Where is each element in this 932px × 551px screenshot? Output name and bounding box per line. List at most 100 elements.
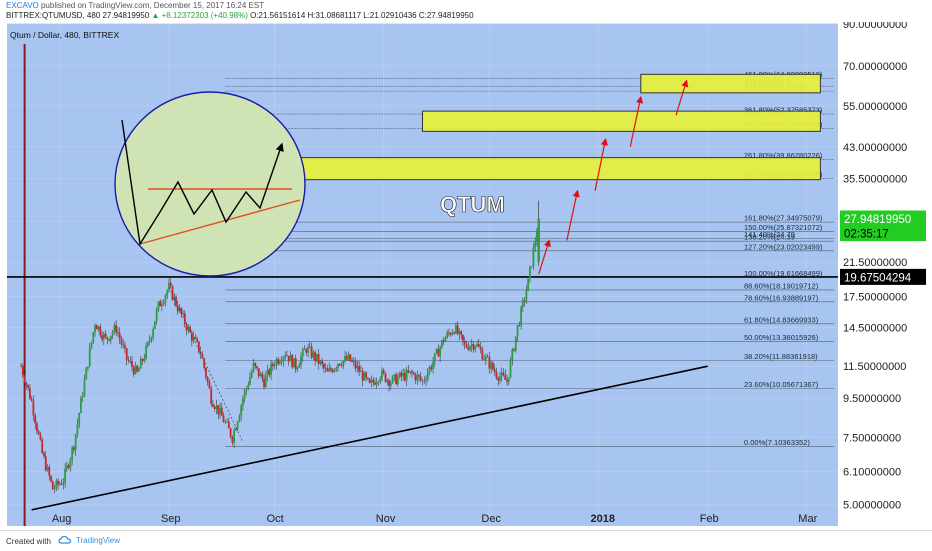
candle-body bbox=[370, 380, 373, 383]
candle-body bbox=[226, 421, 228, 423]
candle-body bbox=[164, 295, 167, 303]
candle-body bbox=[39, 434, 42, 440]
candle-body bbox=[345, 356, 348, 360]
candle-body bbox=[493, 369, 496, 373]
candle-body bbox=[365, 372, 368, 378]
candle-body bbox=[462, 334, 464, 341]
candle-body bbox=[60, 483, 63, 485]
candle-body bbox=[266, 369, 269, 376]
candle-body bbox=[298, 365, 301, 368]
candle-body bbox=[381, 370, 383, 379]
candle-body bbox=[428, 366, 431, 373]
candle-body bbox=[530, 266, 533, 268]
candle-body bbox=[337, 363, 339, 368]
candle-body bbox=[481, 349, 484, 360]
candle-body bbox=[166, 290, 169, 296]
candle-body bbox=[534, 241, 537, 248]
candle-body bbox=[389, 383, 392, 386]
y-tick-label: 5.00000000 bbox=[843, 500, 901, 512]
candle-body bbox=[254, 362, 257, 367]
fib-level-label: 38.20%(11.88361918) bbox=[744, 352, 818, 361]
candle-body bbox=[291, 355, 294, 368]
candle-body bbox=[275, 359, 278, 366]
candle-body bbox=[146, 342, 149, 346]
candle-body bbox=[87, 366, 89, 368]
candle-body bbox=[511, 349, 514, 361]
candle-body bbox=[220, 407, 223, 416]
created-with-label: Created with bbox=[6, 537, 51, 546]
candle-body bbox=[55, 480, 58, 489]
candle-body bbox=[148, 340, 151, 343]
candle-body bbox=[453, 332, 456, 334]
fib-level-label: 0.00%(7.10363352) bbox=[744, 438, 810, 447]
candle-body bbox=[507, 377, 510, 382]
projection-arrow bbox=[594, 138, 608, 191]
candle-body bbox=[263, 378, 265, 388]
candle-body bbox=[58, 483, 61, 485]
candle-body bbox=[159, 301, 162, 307]
candle-body bbox=[458, 331, 461, 334]
candle-body bbox=[88, 347, 91, 367]
candle-body bbox=[430, 366, 433, 370]
tradingview-brand: TradingView bbox=[76, 535, 121, 545]
pattern-dotted-line bbox=[168, 286, 244, 442]
candle-body bbox=[141, 359, 144, 362]
candle-body bbox=[333, 368, 336, 372]
candle-body bbox=[294, 358, 297, 370]
candle-body bbox=[324, 368, 327, 369]
y-tick-label: 17.50000000 bbox=[843, 291, 907, 303]
candle-body bbox=[349, 354, 352, 362]
tradingview-logo[interactable]: TradingView bbox=[58, 533, 120, 547]
candle-body bbox=[108, 339, 111, 341]
candle-body bbox=[479, 346, 482, 350]
candle-body bbox=[271, 363, 274, 367]
footer-bar: Created with TradingView bbox=[0, 530, 932, 551]
candle-body bbox=[73, 447, 75, 450]
plot-background bbox=[7, 24, 838, 526]
candle-body bbox=[169, 282, 172, 287]
candle-body bbox=[215, 405, 218, 410]
candle-body bbox=[81, 395, 84, 398]
candle-body bbox=[85, 367, 88, 380]
y-tick-label: 35.50000000 bbox=[843, 174, 907, 186]
candle-body bbox=[99, 326, 102, 336]
candle-body bbox=[83, 379, 86, 396]
ticker-line: BITTREX:QTUMUSD, 480 27.94819950 ▲ +8.12… bbox=[6, 11, 474, 21]
candle-body bbox=[377, 381, 380, 383]
candle-body bbox=[293, 358, 295, 368]
candle-body bbox=[247, 384, 250, 388]
fib-level-label: 150.00%(25.87321072) bbox=[744, 223, 823, 232]
candle-body bbox=[102, 333, 105, 340]
candle-body bbox=[361, 370, 364, 381]
candle-body bbox=[286, 355, 288, 357]
fib-level-label: 261.80%(39.86280226) bbox=[744, 151, 823, 160]
candle-body bbox=[157, 301, 160, 310]
candle-body bbox=[411, 371, 413, 373]
candle-body bbox=[317, 353, 320, 364]
candle-body bbox=[124, 345, 126, 349]
price-chart[interactable]: 0.00%(7.10363352) 23.60%(10.05671367) 38.2… bbox=[0, 22, 932, 530]
candle-body bbox=[474, 346, 477, 350]
candle-body bbox=[400, 372, 403, 377]
candle-body bbox=[433, 353, 436, 363]
candle-body bbox=[270, 363, 272, 375]
author-link[interactable]: EXCAVO bbox=[6, 1, 39, 10]
candle-body bbox=[465, 343, 468, 348]
projection-arrow bbox=[675, 79, 689, 116]
candle-body bbox=[71, 447, 74, 460]
fib-level-label: 50.00%(13.36015926) bbox=[744, 333, 819, 342]
candle-body bbox=[273, 365, 276, 367]
candle-body bbox=[219, 407, 221, 415]
candle-body bbox=[509, 360, 512, 378]
target-zone-box bbox=[640, 73, 821, 94]
candle-body bbox=[472, 343, 475, 350]
candle-body bbox=[393, 374, 396, 377]
candle-body bbox=[368, 378, 371, 383]
candle-body bbox=[340, 365, 343, 367]
candle-body bbox=[210, 388, 213, 404]
candle-body bbox=[335, 367, 338, 369]
candle-body bbox=[497, 377, 500, 381]
time-axis-strip bbox=[0, 526, 932, 530]
candle-body bbox=[490, 362, 493, 369]
candle-body bbox=[138, 368, 140, 372]
